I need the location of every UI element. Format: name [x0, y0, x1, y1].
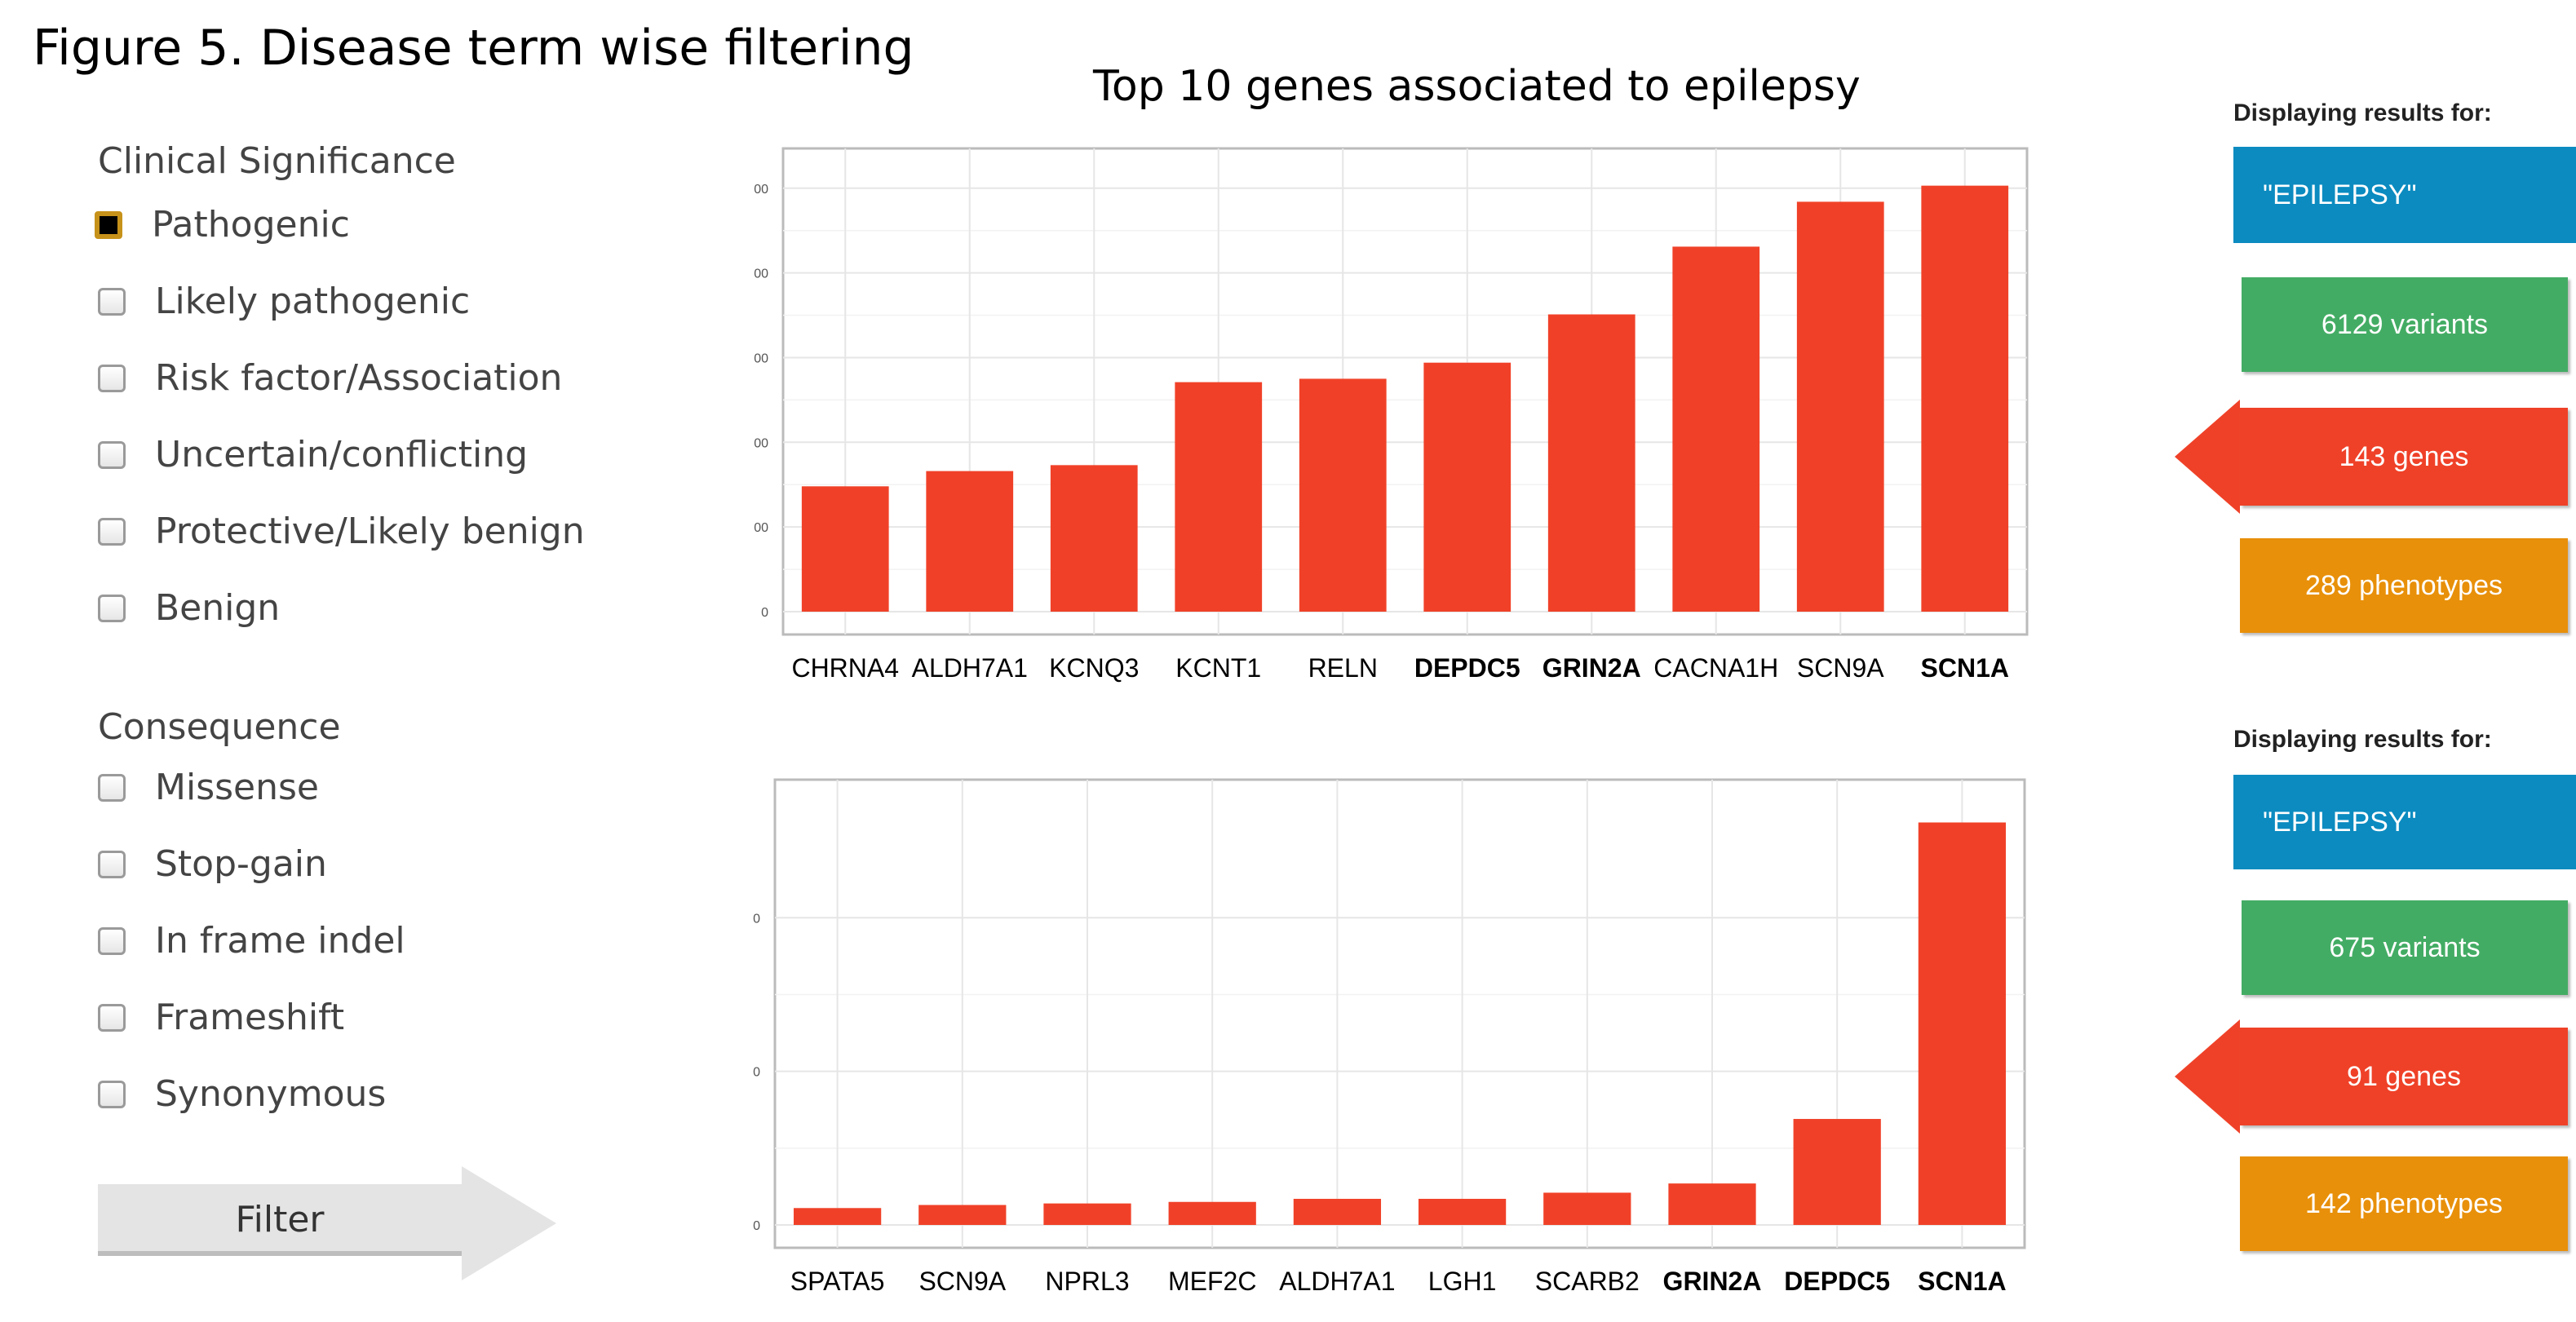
- x-tick-label: GRIN2A: [1663, 1267, 1762, 1296]
- variants-count-button[interactable]: 675 variants: [2242, 900, 2568, 995]
- x-tick-label: RELN: [1308, 653, 1378, 683]
- bar-scn9a[interactable]: [1796, 201, 1884, 612]
- figure-title: Figure 5. Disease term wise filtering: [33, 20, 914, 77]
- results-label: Displaying results for:: [2233, 726, 2492, 753]
- bar-chrna4[interactable]: [801, 486, 889, 612]
- bar-aldh7a1[interactable]: [926, 471, 1014, 612]
- bar-chart-bottom: 0 0 0 SPATA5 SCN9A NPRL3 MEF2C ALDH7A1 LGH1 SCARB…: [753, 778, 2026, 1296]
- checkbox-icon[interactable]: [98, 850, 126, 878]
- genes-count-button[interactable]: 143 genes: [2240, 408, 2568, 506]
- y-tick-label: 0: [761, 606, 768, 620]
- bar-scn9a[interactable]: [918, 1205, 1007, 1225]
- y-tick-label: 0: [753, 912, 760, 926]
- bar-reln[interactable]: [1299, 378, 1387, 612]
- checkbox-icon[interactable]: [98, 926, 126, 955]
- x-tick-label: DEPDC5: [1784, 1267, 1890, 1296]
- bar-nprl3[interactable]: [1043, 1203, 1131, 1225]
- checkbox-icon[interactable]: [98, 594, 126, 622]
- x-tick-label: SCN9A: [1797, 653, 1884, 683]
- checkbox-icon[interactable]: [98, 440, 126, 469]
- bar-cacna1h[interactable]: [1672, 246, 1760, 612]
- x-tick-label: SCN9A: [918, 1267, 1006, 1296]
- checkbox-icon[interactable]: [98, 517, 126, 546]
- bar-kcnt1[interactable]: [1175, 382, 1263, 612]
- bar-lgh1[interactable]: [1418, 1198, 1507, 1225]
- x-tick-label: DEPDC5: [1414, 653, 1520, 683]
- checkbox-stop-gain[interactable]: Stop-gain: [98, 843, 327, 885]
- bar-aldh7a1[interactable]: [1293, 1198, 1382, 1225]
- y-tick-label: 00: [754, 183, 768, 197]
- x-tick-label: SPATA5: [790, 1267, 885, 1296]
- checkbox-frameshift[interactable]: Frameshift: [98, 997, 344, 1038]
- phenotypes-count-button[interactable]: 142 phenotypes: [2240, 1156, 2568, 1251]
- clinical-significance-heading: Clinical Significance: [98, 140, 456, 182]
- x-tick-label: NPRL3: [1045, 1267, 1129, 1296]
- bar-kcnq3[interactable]: [1050, 465, 1138, 612]
- y-tick-label: 00: [754, 352, 768, 365]
- bar-spata5[interactable]: [793, 1208, 882, 1225]
- checkbox-icon[interactable]: [98, 364, 126, 392]
- filter-arrow-icon[interactable]: [462, 1166, 556, 1280]
- variants-count-button[interactable]: 6129 variants: [2242, 277, 2568, 372]
- checkbox-protective[interactable]: Protective/Likely benign: [98, 511, 585, 552]
- checkbox-benign[interactable]: Benign: [98, 587, 280, 629]
- x-tick-label: ALDH7A1: [1279, 1267, 1395, 1296]
- checkbox-icon[interactable]: [95, 210, 122, 239]
- y-tick-label: 0: [753, 1066, 760, 1080]
- arrow-left-icon: [2175, 400, 2240, 514]
- bar-grin2a[interactable]: [1547, 314, 1635, 612]
- query-badge: "EPILEPSY": [2233, 147, 2576, 243]
- arrow-left-icon: [2175, 1019, 2240, 1134]
- x-tick-label: SCN1A: [1921, 653, 2009, 683]
- filter-button[interactable]: Filter: [98, 1184, 462, 1256]
- chart-title: Top 10 genes associated to epilepsy: [1093, 62, 1861, 111]
- checkbox-likely-pathogenic[interactable]: Likely pathogenic: [98, 281, 470, 322]
- x-tick-label: CHRNA4: [791, 653, 899, 683]
- y-tick-label: 00: [754, 521, 768, 535]
- checkbox-synonymous[interactable]: Synonymous: [98, 1073, 386, 1115]
- y-tick-label: 00: [754, 267, 768, 281]
- genes-count-button[interactable]: 91 genes: [2240, 1028, 2568, 1125]
- y-tick-label: 00: [754, 436, 768, 450]
- y-tick-label: 0: [753, 1219, 760, 1233]
- checkbox-icon[interactable]: [98, 1080, 126, 1108]
- checkbox-icon[interactable]: [98, 773, 126, 802]
- x-tick-label: KCNQ3: [1049, 653, 1139, 683]
- x-tick-label: SCARB2: [1535, 1267, 1640, 1296]
- bar-grin2a[interactable]: [1668, 1183, 1756, 1225]
- bar-mef2c[interactable]: [1168, 1201, 1256, 1225]
- phenotypes-count-button[interactable]: 289 phenotypes: [2240, 538, 2568, 633]
- x-tick-label: ALDH7A1: [912, 653, 1028, 683]
- checkbox-pathogenic[interactable]: Pathogenic: [95, 204, 350, 245]
- bar-scarb2[interactable]: [1543, 1192, 1631, 1225]
- checkbox-icon[interactable]: [98, 287, 126, 316]
- x-tick-label: LGH1: [1428, 1267, 1497, 1296]
- checkbox-uncertain[interactable]: Uncertain/conflicting: [98, 434, 528, 475]
- consequence-heading: Consequence: [98, 706, 341, 748]
- bar-depdc5[interactable]: [1793, 1119, 1881, 1225]
- checkbox-risk-factor[interactable]: Risk factor/Association: [98, 357, 562, 399]
- x-tick-label: CACNA1H: [1653, 653, 1778, 683]
- bar-depdc5[interactable]: [1423, 362, 1512, 612]
- checkbox-icon[interactable]: [98, 1003, 126, 1032]
- x-tick-label: MEF2C: [1168, 1267, 1256, 1296]
- x-tick-label: GRIN2A: [1543, 653, 1641, 683]
- checkbox-in-frame-indel[interactable]: In frame indel: [98, 920, 405, 962]
- checkbox-missense[interactable]: Missense: [98, 767, 319, 808]
- x-tick-label: KCNT1: [1175, 653, 1261, 683]
- x-tick-label: SCN1A: [1918, 1267, 2006, 1296]
- bar-scn1a[interactable]: [1921, 185, 2009, 612]
- results-label: Displaying results for:: [2233, 99, 2492, 126]
- query-badge: "EPILEPSY": [2233, 775, 2576, 869]
- bar-scn1a[interactable]: [1918, 822, 2007, 1225]
